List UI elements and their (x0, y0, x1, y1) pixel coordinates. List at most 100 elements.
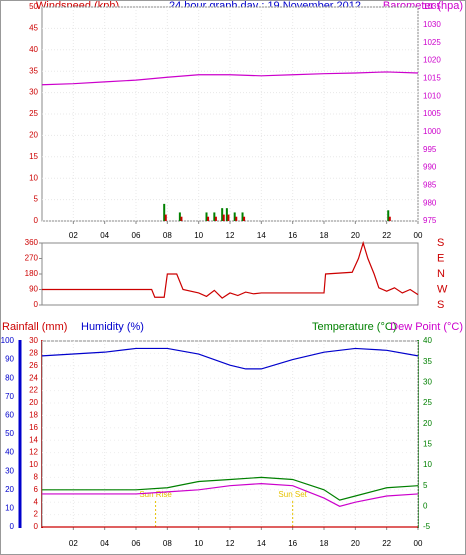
bar (387, 210, 390, 221)
series-line (42, 482, 419, 507)
tick-label: 1025 (423, 38, 441, 47)
tick-label: 20 (29, 398, 38, 407)
annotation: Sun Set (278, 490, 307, 499)
tick-label: 25 (423, 398, 432, 407)
series-line (42, 240, 419, 299)
dewpoint-title: Dew Point (°C) (390, 321, 463, 333)
tick-label: 14 (29, 435, 38, 444)
x-tick-label: 02 (69, 539, 78, 548)
tick-label: 35 (423, 357, 432, 366)
x-tick-label: 04 (100, 231, 109, 240)
tick-label: 40 (5, 448, 14, 457)
tick-label: 35 (29, 66, 38, 75)
tick-label: 30 (29, 88, 38, 97)
x-tick-label: 00 (414, 231, 423, 240)
tick-label: -5 (423, 522, 431, 531)
tick-label: 0 (423, 501, 428, 510)
x-tick-label: 04 (100, 539, 109, 548)
tick-label: 20 (29, 131, 38, 140)
x-tick-label: 00 (414, 539, 423, 548)
bar (180, 216, 183, 221)
tick-label: 22 (29, 386, 38, 395)
tick-label: 8 (34, 473, 39, 482)
x-tick-label: 20 (351, 539, 360, 548)
x-tick-label: 20 (351, 231, 360, 240)
tick-label: 100 (1, 336, 15, 345)
x-tick-label: 16 (288, 539, 297, 548)
bar (243, 216, 246, 221)
tick-label: 40 (29, 45, 38, 54)
tick-label: 985 (423, 180, 437, 189)
tick-label: 1010 (423, 91, 441, 100)
x-tick-label: 06 (132, 231, 141, 240)
bar (205, 212, 208, 221)
tick-label: 1020 (423, 56, 441, 65)
x-tick-label: 02 (69, 231, 78, 240)
tick-label: 24 (29, 373, 38, 382)
tick-label: 980 (423, 198, 437, 207)
x-tick-label: 08 (163, 231, 172, 240)
tick-label: 1035 (423, 2, 441, 11)
tick-label: 6 (34, 485, 39, 494)
tick-label: 10 (29, 173, 38, 182)
windspeed-title: Windspeed (kph) (36, 0, 119, 12)
tick-label: 90 (5, 355, 14, 364)
tick-label: 10 (5, 504, 14, 513)
x-tick-label: 12 (226, 539, 235, 548)
bar (213, 212, 216, 221)
x-tick-label: 10 (194, 231, 203, 240)
tick-label: 30 (423, 377, 432, 386)
tick-label: 20 (5, 485, 14, 494)
tick-label: 1015 (423, 73, 441, 82)
tick-label: 270 (25, 254, 39, 263)
tick-label: 0 (34, 300, 39, 309)
rainfall-title: Rainfall (mm) (2, 321, 67, 333)
bar (214, 216, 217, 221)
x-tick-label: 10 (194, 539, 203, 548)
bar (163, 203, 166, 221)
tick-label: 5 (34, 195, 39, 204)
series-line (42, 476, 419, 501)
tick-label: S (437, 237, 444, 249)
tick-label: 70 (5, 392, 14, 401)
tick-label: 30 (29, 336, 38, 345)
tick-label: 40 (423, 336, 432, 345)
tick-label: 995 (423, 145, 437, 154)
bar (235, 216, 238, 221)
bar (241, 212, 244, 221)
tick-label: 60 (5, 411, 14, 420)
tick-label: 0 (10, 522, 15, 531)
tick-label: 2 (34, 510, 39, 519)
x-tick-label: 08 (163, 539, 172, 548)
bar (388, 216, 391, 221)
tick-label: 10 (423, 460, 432, 469)
tick-label: 20 (423, 419, 432, 428)
tick-label: 15 (29, 152, 38, 161)
series-line (41, 347, 419, 370)
temperature-title: Temperature (°C) (312, 321, 396, 333)
tick-label: 180 (25, 269, 39, 278)
x-tick-label: 16 (288, 231, 297, 240)
tick-label: 26 (29, 361, 38, 370)
tick-label: 990 (423, 163, 437, 172)
tick-label: 1030 (423, 20, 441, 29)
plot-area (41, 6, 419, 222)
x-tick-label: 18 (320, 231, 329, 240)
plot-area (41, 242, 419, 306)
tick-label: 15 (423, 439, 432, 448)
bar (225, 208, 228, 221)
x-tick-label: 12 (226, 231, 235, 240)
humidity-title: Humidity (%) (81, 321, 144, 333)
bar (222, 214, 225, 221)
x-tick-label: 06 (132, 539, 141, 548)
tick-label: 1005 (423, 109, 441, 118)
tick-label: 4 (34, 497, 39, 506)
tick-label: 16 (29, 423, 38, 432)
tick-label: 1000 (423, 127, 441, 136)
bar (178, 212, 181, 221)
tick-label: 50 (5, 429, 14, 438)
x-tick-label: 22 (382, 539, 391, 548)
tick-label: 0 (34, 522, 39, 531)
tick-label: 18 (29, 411, 38, 420)
tick-label: 975 (423, 216, 437, 225)
